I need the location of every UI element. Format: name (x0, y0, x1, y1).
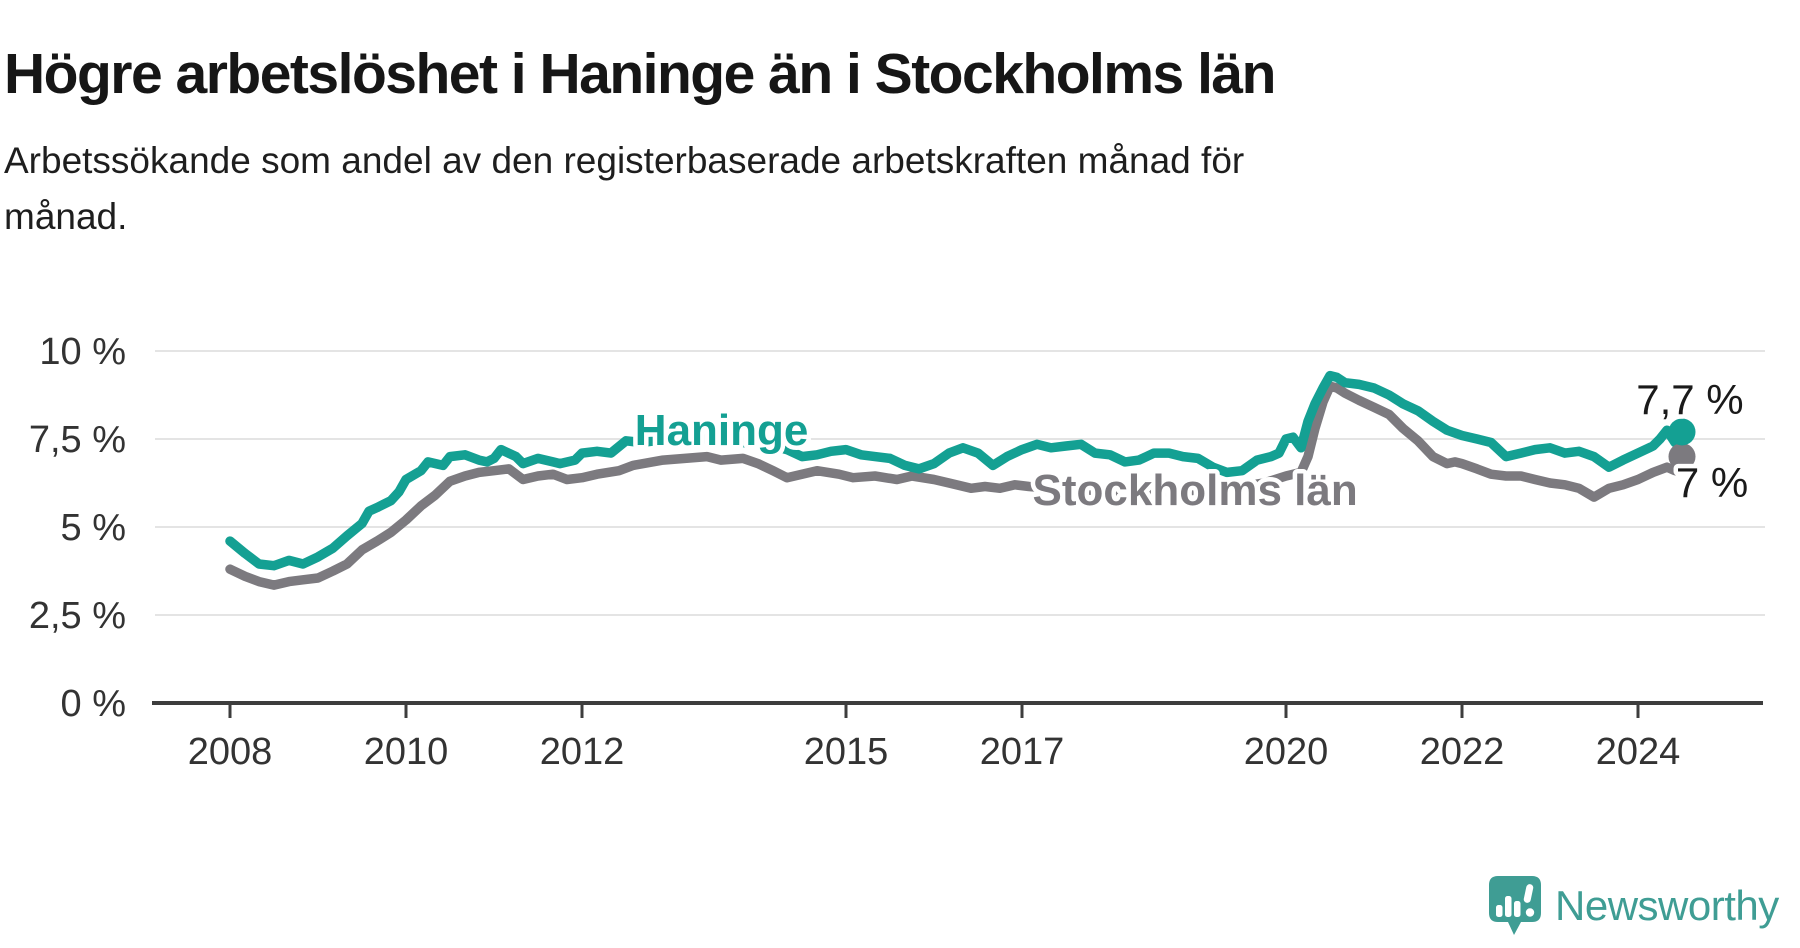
x-axis-label: 2012 (540, 731, 625, 773)
chart-subtitle-line-2: månad. (4, 195, 128, 237)
newsworthy-logo-icon (1489, 876, 1541, 935)
x-axis-label: 2024 (1596, 731, 1681, 773)
x-axis-label: 2020 (1244, 731, 1329, 773)
chart-subtitle: Arbetssökande som andel av den registerb… (4, 133, 1504, 244)
logo-bar-chart-glyph (1496, 884, 1535, 917)
series-end-dot-stockholms-l-n (1668, 443, 1696, 471)
y-axis-label: 10 % (39, 331, 126, 373)
x-axis-label: 2017 (980, 731, 1065, 773)
x-axis-label: 2010 (364, 731, 449, 773)
x-axis-label: 2022 (1420, 731, 1505, 773)
annotation-7: 7 % (1676, 459, 1748, 506)
series-end-dot-haninge (1668, 418, 1696, 446)
annotation-haninge: Haninge (635, 406, 809, 455)
chart-subtitle-line-1: Arbetssökande som andel av den registerb… (4, 140, 1245, 181)
newsworthy-logo: Newsworthy (1488, 872, 1779, 940)
line-chart: 0 % 2,5 % 5 % 7,5 % 10 % 2008 2010 2012 2015 2017… (29, 331, 1765, 773)
x-axis-label: 2015 (804, 731, 889, 773)
y-axis-label: 5 % (61, 507, 126, 549)
y-axis-label: 0 % (61, 683, 126, 725)
annotation-stockholms-l-n: Stockholms län (1033, 466, 1358, 515)
y-axis-label: 7,5 % (29, 419, 126, 461)
x-axis-label: 2008 (188, 731, 273, 773)
page-title: Högre arbetslöshet i Haninge än i Stockh… (4, 42, 1276, 107)
series-line-stockholms-l-n (225, 381, 1687, 590)
newsworthy-logo-text: Newsworthy (1555, 882, 1779, 929)
annotation-7-7: 7,7 % (1636, 376, 1743, 423)
series-line-haninge (225, 370, 1687, 571)
y-axis-label: 2,5 % (29, 595, 126, 637)
